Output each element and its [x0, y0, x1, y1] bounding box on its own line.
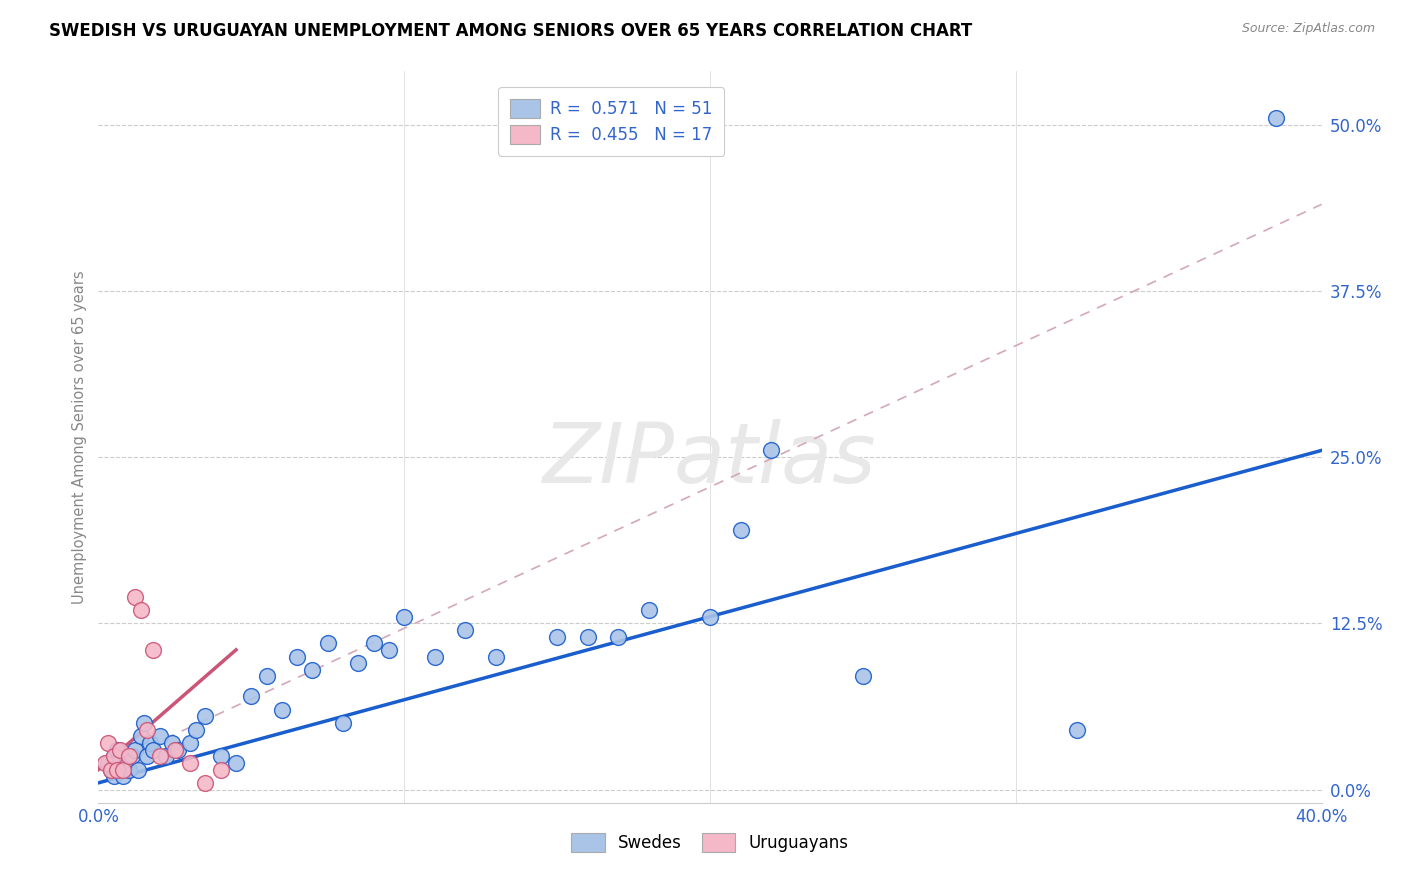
Point [485, 649, 508, 664]
Point [136, 723, 159, 737]
Point [136, 749, 159, 764]
Point [423, 649, 446, 664]
Point [270, 703, 294, 717]
Point [209, 763, 232, 777]
Point [142, 643, 165, 657]
Point [163, 742, 186, 756]
Point [129, 603, 152, 617]
Point [149, 729, 172, 743]
Point [93, 756, 115, 770]
Point [392, 609, 416, 624]
Point [699, 609, 721, 624]
Point [103, 749, 125, 764]
Point [225, 756, 247, 770]
Point [118, 749, 141, 764]
Point [97, 756, 120, 770]
Point [97, 736, 120, 750]
Point [105, 742, 128, 756]
Point [121, 749, 143, 764]
Point [546, 630, 568, 644]
Point [103, 769, 125, 783]
Point [115, 756, 138, 770]
Point [124, 590, 146, 604]
Legend: Swedes, Uruguayans: Swedes, Uruguayans [562, 824, 858, 860]
Text: Source: ZipAtlas.com: Source: ZipAtlas.com [1241, 22, 1375, 36]
Point [285, 649, 308, 664]
Point [139, 736, 162, 750]
Point [730, 523, 752, 537]
Point [186, 723, 208, 737]
Point [363, 636, 385, 650]
Point [105, 763, 128, 777]
Point [167, 742, 190, 756]
Point [179, 756, 201, 770]
Point [347, 656, 370, 670]
Point [155, 749, 177, 764]
Point [124, 742, 146, 756]
Y-axis label: Unemployment Among Seniors over 65 years: Unemployment Among Seniors over 65 years [72, 270, 87, 604]
Point [378, 643, 401, 657]
Point [179, 736, 201, 750]
Text: SWEDISH VS URUGUAYAN UNEMPLOYMENT AMONG SENIORS OVER 65 YEARS CORRELATION CHART: SWEDISH VS URUGUAYAN UNEMPLOYMENT AMONG … [49, 22, 973, 40]
Point [100, 763, 122, 777]
Point [301, 663, 323, 677]
Point [108, 742, 131, 756]
Point [100, 763, 122, 777]
Point [111, 769, 134, 783]
Point [149, 749, 172, 764]
Point [852, 669, 875, 683]
Point [576, 630, 599, 644]
Point [1066, 723, 1088, 737]
Point [129, 729, 152, 743]
Point [127, 763, 149, 777]
Point [194, 776, 217, 790]
Point [103, 749, 125, 764]
Point [118, 763, 141, 777]
Point [142, 742, 165, 756]
Point [194, 709, 217, 723]
Point [134, 716, 156, 731]
Point [637, 603, 661, 617]
Point [256, 669, 278, 683]
Point [240, 690, 263, 704]
Point [607, 630, 630, 644]
Point [332, 716, 354, 731]
Text: ZIPatlas: ZIPatlas [543, 418, 877, 500]
Point [761, 443, 783, 458]
Point [105, 756, 128, 770]
Point [316, 636, 339, 650]
Point [1264, 111, 1286, 125]
Point [111, 763, 134, 777]
Point [160, 736, 183, 750]
Point [209, 749, 232, 764]
Point [454, 623, 477, 637]
Point [108, 763, 131, 777]
